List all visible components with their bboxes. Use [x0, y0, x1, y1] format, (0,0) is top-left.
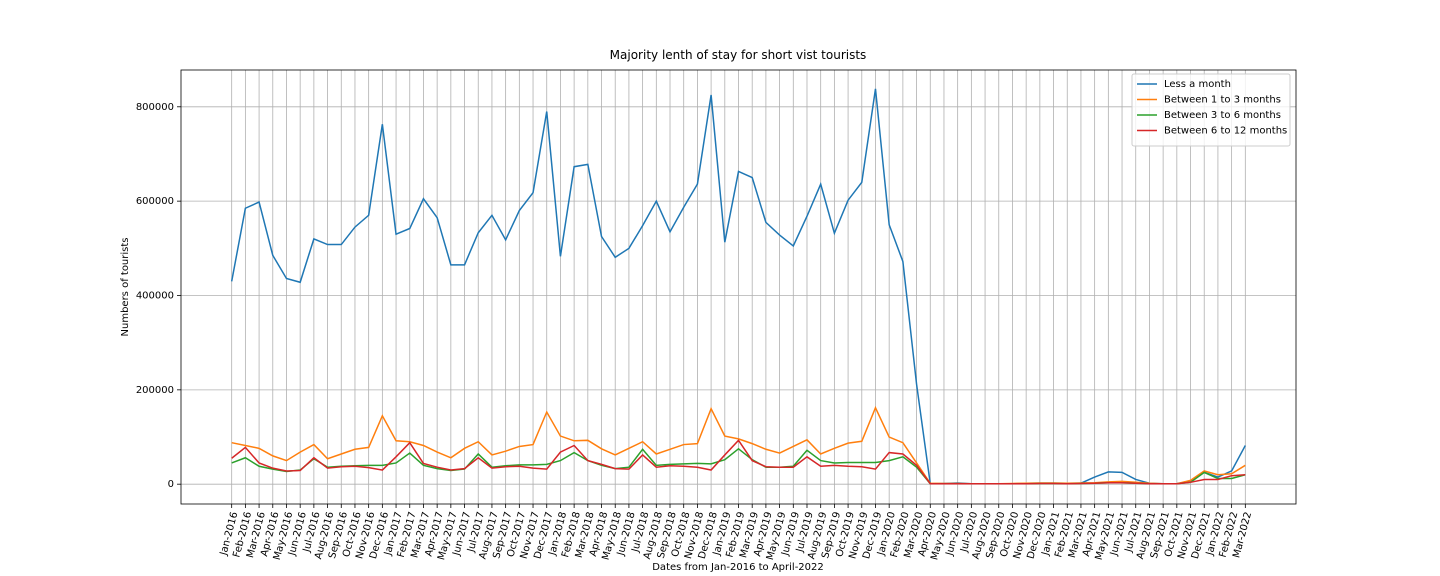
data-line: [231, 439, 1246, 485]
legend-label: Between 6 to 12 months: [1164, 126, 1287, 137]
legend-label: Between 3 to 6 months: [1164, 110, 1281, 121]
legend-box: [1131, 73, 1291, 147]
y-axis-label: Numbers of tourists: [120, 238, 131, 337]
y-tick-label: 800000: [136, 102, 174, 113]
legend-label: Between 1 to 3 months: [1164, 95, 1281, 106]
x-axis-label: Dates from Jan-2016 to April-2022: [652, 562, 824, 573]
y-tick-label: 400000: [136, 290, 174, 301]
y-tick-label: 600000: [136, 196, 174, 207]
y-tick-label: 200000: [136, 385, 174, 396]
legend-label: Less a month: [1164, 79, 1231, 90]
plot-frame: [180, 69, 1297, 505]
chart-title: Majority lenth of stay for short vist to…: [610, 48, 867, 62]
y-tick-label: 0: [168, 479, 174, 490]
